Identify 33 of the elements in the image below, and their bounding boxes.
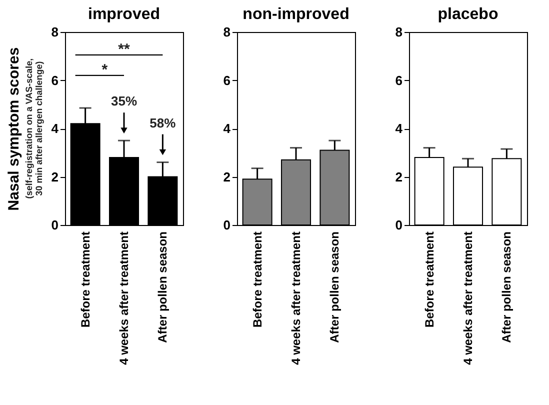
annotation: * <box>102 61 108 78</box>
chart-title: improved <box>88 6 160 23</box>
chart-title: placebo <box>438 6 498 23</box>
y-tick-label: 2 <box>395 169 402 184</box>
y-tick-label: 4 <box>395 121 404 136</box>
x-tick-label: After pollen season <box>328 232 342 343</box>
y-tick-label: 2 <box>51 169 58 184</box>
x-tick-label: After pollen season <box>500 232 514 343</box>
y-tick-label: 6 <box>395 72 402 88</box>
annotation: 58% <box>150 115 176 130</box>
y-tick-label: 0 <box>395 218 402 232</box>
x-tick-label: Before treatment <box>422 232 436 328</box>
y-tick-label: 2 <box>223 169 230 184</box>
x-tick-label: 4 weeks after treatment <box>461 232 475 365</box>
y-tick-label: 6 <box>223 72 230 88</box>
annotation: ** <box>118 40 130 58</box>
y-tick-label: 4 <box>223 121 232 136</box>
y-tick-label: 4 <box>51 121 60 136</box>
y-tick-label: 8 <box>395 24 402 40</box>
x-tick-label: Before treatment <box>250 232 264 328</box>
text: (self-registration on a VAS-scale, 30 min after allergen challenge) <box>24 58 44 199</box>
x-tick-label: 4 weeks after treatment <box>289 232 303 365</box>
y-axis-title: Nasal symptom scores <box>5 47 22 211</box>
y-tick-label: 0 <box>51 218 58 232</box>
y-tick-label: 0 <box>223 218 230 232</box>
y-tick-label: 8 <box>223 24 230 40</box>
x-tick-label: After pollen season <box>156 232 170 343</box>
y-tick-label: 8 <box>51 24 58 40</box>
x-tick-label: 4 weeks after treatment <box>117 232 131 365</box>
chart-title: non-improved <box>242 6 350 23</box>
y-tick-label: 6 <box>51 72 58 88</box>
x-tick-label: Before treatment <box>78 232 92 328</box>
annotation: 35% <box>110 94 138 109</box>
